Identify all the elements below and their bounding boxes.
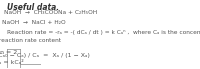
Text: HCl + NaOH  →  NaCl + H₂O: HCl + NaOH → NaCl + H₂O (0, 20, 66, 25)
Text: ktCₐ₀ = (Cₐ₀ − Cₐ) / Cₐ  =  Xₐ / (1 − Xₐ): ktCₐ₀ = (Cₐ₀ − Cₐ) / Cₐ = Xₐ / (1 − Xₐ) (0, 53, 90, 58)
Text: Useful data.: Useful data. (7, 3, 59, 12)
Text: CH₃COO C₂H₅  +  NaOH  →  CH₃COONa + C₂H₅OH: CH₃COO C₂H₅ + NaOH → CH₃COONa + C₂H₅OH (0, 10, 97, 15)
Text: k is reaction rate content: k is reaction rate content (0, 39, 61, 43)
Text: -rₐ = kCₐ²: -rₐ = kCₐ² (0, 60, 24, 65)
Text: n = 2: n = 2 (0, 50, 18, 55)
Text: Reaction rate = -rₐ = -( dCₐ / dt ) = k Cₐⁿ ,  where Cₐ is the concentration A, : Reaction rate = -rₐ = -( dCₐ / dt ) = k … (7, 30, 200, 35)
